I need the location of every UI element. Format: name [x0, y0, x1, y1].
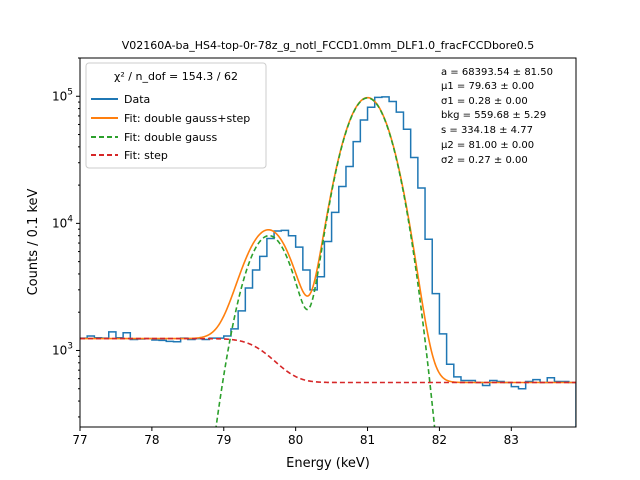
legend: χ² / n_dof = 154.3 / 62 Data Fit: double… [85, 62, 267, 169]
y-axis-label: Counts / 0.1 keV [26, 189, 41, 296]
param-mu1: μ1 = 79.63 ± 0.00 [441, 81, 534, 92]
plot-area [80, 96, 576, 427]
param-s: s = 334.18 ± 4.77 [441, 125, 533, 136]
param-sigma1: σ1 = 0.28 ± 0.00 [441, 96, 528, 107]
legend-label-step: Fit: step [124, 149, 168, 162]
plot-frame [79, 57, 577, 428]
param-sigma2: σ2 = 0.27 ± 0.00 [441, 155, 528, 166]
chart-title: V02160A-ba_HS4-top-0r-78z_g_notl_FCCD1.0… [122, 39, 534, 52]
x-tick-label: 82 [432, 433, 447, 447]
legend-box [85, 62, 267, 169]
fit-parameters: a = 68393.54 ± 81.50 μ1 = 79.63 ± 0.00 σ… [441, 67, 553, 166]
param-mu2: μ2 = 81.00 ± 0.00 [441, 140, 534, 151]
x-tick-label: 81 [360, 433, 375, 447]
legend-label-gauss: Fit: double gauss [124, 131, 218, 144]
x-axis-label: Energy (keV) [286, 456, 370, 471]
x-tick-label: 78 [144, 433, 159, 447]
legend-title: χ² / n_dof = 154.3 / 62 [114, 70, 238, 83]
x-tick-label: 80 [288, 433, 303, 447]
data-histogram [80, 96, 576, 427]
param-bkg: bkg = 559.68 ± 5.29 [441, 110, 546, 121]
x-tick-label: 83 [504, 433, 519, 447]
param-a: a = 68393.54 ± 81.50 [441, 67, 553, 78]
x-tick-label: 77 [72, 433, 87, 447]
legend-label-data: Data [124, 93, 150, 106]
x-tick-label: 79 [216, 433, 231, 447]
x-axis: 77 78 79 80 81 82 83 [72, 427, 519, 447]
fit-step-curve [80, 337, 576, 384]
legend-label-total-fit: Fit: double gauss+step [124, 112, 250, 125]
fit-gauss-curve [215, 97, 436, 427]
